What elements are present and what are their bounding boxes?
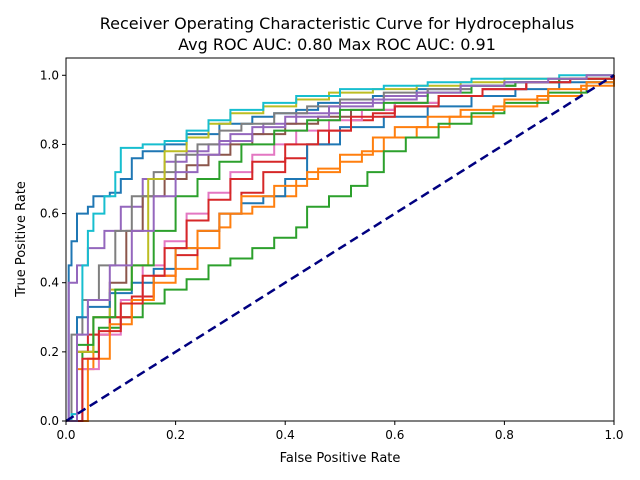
x-tick-label: 0.0 [56, 428, 75, 442]
x-tick-label: 0.4 [276, 428, 295, 442]
y-tick-label: 0.8 [40, 137, 59, 151]
y-tick-label: 0.4 [40, 276, 59, 290]
x-tick-label: 0.2 [166, 428, 185, 442]
chart-title-line1: Receiver Operating Characteristic Curve … [100, 14, 574, 33]
y-tick-label: 0.0 [40, 414, 59, 428]
plot-frame [65, 57, 615, 422]
y-tick-label: 0.2 [40, 345, 59, 359]
roc-series-15 [66, 74, 614, 422]
roc-series-3 [66, 75, 615, 422]
y-tick-label: 0.6 [40, 207, 59, 221]
roc-series-10 [66, 74, 614, 422]
roc-series-14 [66, 75, 615, 422]
roc-series-12 [66, 75, 615, 422]
plot-area [65, 74, 615, 423]
x-tick-label: 0.6 [385, 428, 404, 442]
roc-series-11 [66, 75, 615, 422]
chart-title-line2: Avg ROC AUC: 0.80 Max ROC AUC: 0.91 [178, 35, 496, 54]
x-axis: 0.0 0.2 0.4 0.6 0.8 1.0 [56, 421, 624, 442]
reference-diagonal [65, 74, 615, 423]
y-axis-label: True Positive Rate [14, 181, 29, 298]
x-tick-label: 0.8 [495, 428, 514, 442]
x-axis-label: False Positive Rate [280, 451, 401, 466]
x-tick-label: 1.0 [604, 428, 623, 442]
y-axis: 0.0 0.2 0.4 0.6 0.8 1.0 [40, 68, 66, 428]
y-tick-label: 1.0 [40, 68, 59, 82]
